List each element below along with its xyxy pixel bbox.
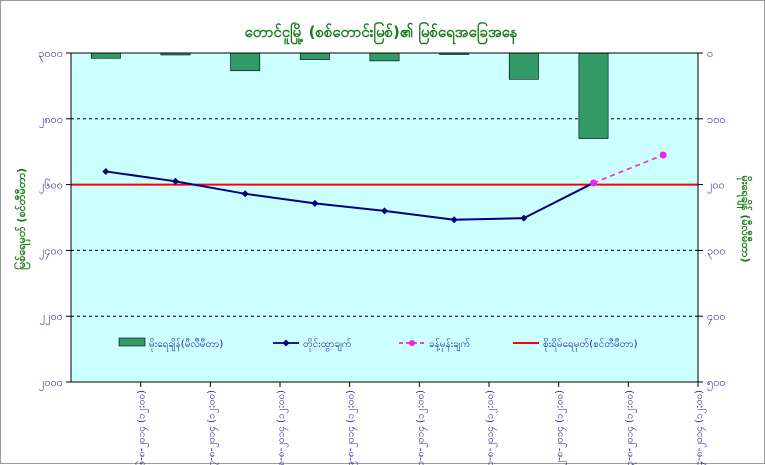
observed-point (172, 177, 179, 185)
rainfall-bar (508, 52, 539, 80)
legend-label: တိုင်းထွာချက် (303, 337, 352, 352)
y-left-tick-label: ၂၀၀၀ (39, 376, 63, 391)
y-right-tick-label: ၃၀၀ (707, 244, 726, 259)
forecast-point (659, 151, 667, 159)
y-axis-left-label: မြစ်ရေမှတ် (စင်တီမီတာ) (13, 168, 31, 270)
x-tick-label: ၁၄-၈-၂၀၁၄ (၁၂:၀၀) (694, 390, 707, 465)
rainfall-bar (230, 52, 261, 72)
legend-marker (282, 339, 290, 347)
axes: ၂၀၀၀ ၂၂၀၀ ၂၄၀၀ ၂၆၀၀ ၂၈၀၀ ၃၀၀၀ ၀၁၀၀၂၀၀၃၀၀၄၀၀၅၀၀… (38, 47, 725, 465)
observed-line (105, 170, 594, 221)
x-tick-label: ၇-၈-၂၀၁၄ (၁၂:၀၀) (206, 390, 219, 465)
x-tick-label: ၁၃-၈-၂၀၁၄ (၁၂:၀၀) (624, 390, 637, 465)
chart-title: တောင်ငူမြို့ (စစ်တောင်းမြစ်)၏ မြစ်ရေအခြေ… (244, 21, 517, 45)
x-tick-label: ၈-၈-၂၀၁၄ (၁၂:၀၀) (276, 390, 289, 465)
y-axis-right-label: မိုးရေချိန် (မီလီမီတာ) (736, 176, 753, 263)
y-right-tick-label: ၂၀၀ (707, 179, 725, 194)
x-tick-label: ၁၁-၈-၂၀၁၄ (၁၂:၀၀) (485, 390, 498, 465)
observed-point (102, 167, 110, 175)
rainfall-bars (90, 52, 609, 139)
forecast-line (593, 154, 664, 184)
legend-label: ခန့်မှန်းချက် (429, 337, 470, 352)
x-tick-label: ၉-၈-၂၀၁၄ (၁၂:၀၀) (346, 390, 359, 465)
legend-marker (409, 340, 415, 346)
legend-label: မိုးရေချိန်(မီလီမီတာ) (149, 337, 223, 352)
y-left-tick-label: ၃၀၀၀ (38, 47, 63, 62)
y-right-tick-label: ၀ (707, 47, 713, 60)
rainfall-bar (90, 52, 121, 59)
y-left-tick-label: ၂၄၀၀ (39, 244, 63, 259)
legend-swatch (118, 337, 146, 347)
x-tick-label: ၆-၈-၂၀၁၄ (၁၂:၀၀) (135, 390, 150, 465)
plot-border (70, 52, 699, 383)
y-right-tick-label: ၄၀၀ (707, 310, 726, 325)
legend: မိုးရေချိန်(မီလီမီတာ) တိုင်းထွာချက် ခန့်မှ… (118, 337, 638, 352)
rainfall-bar (369, 52, 400, 62)
x-tick-label: ၁၀-၈-၂၀၁၄ (၁၂:၀၀) (415, 390, 428, 465)
y-left-tick-label: ၂၆၀၀ (39, 179, 63, 194)
observed-point (381, 207, 388, 215)
data-lines (102, 151, 667, 224)
y-left-tick-label: ၂၈၀၀ (39, 113, 63, 128)
y-right-tick-label: ၁၀၀ (707, 113, 726, 126)
observed-point (520, 214, 528, 222)
forecast-point (590, 179, 597, 187)
rainfall-bar (578, 52, 609, 139)
rainfall-bar (299, 52, 330, 60)
observed-point (241, 190, 249, 198)
observed-point (450, 216, 458, 224)
observed-point (311, 199, 319, 207)
y-right-tick-label: ၅၀၀ (707, 376, 726, 391)
legend-label: စိုးရိမ်ရေမှတ်(စင်တီမီတာ) (543, 337, 638, 352)
x-tick-label: ၁၂-၈-၂၀၁၄ (၁၂:၀၀) (555, 390, 568, 465)
y-left-tick-label: ၂၂၀၀ (40, 310, 63, 325)
